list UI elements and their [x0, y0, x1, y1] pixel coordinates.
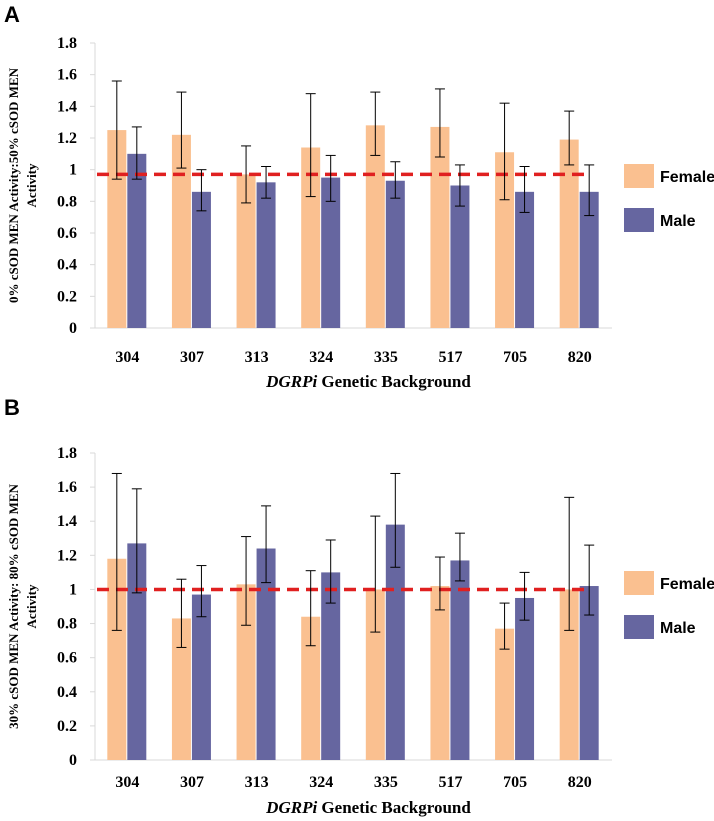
y-tick-label: 0.8: [57, 616, 77, 633]
y-tick-label: 1.4: [57, 513, 77, 530]
bar-female-313: [236, 174, 256, 328]
chart-panel-a: A 0 0.2 0.4 0.6 0.8 1 1.2 1.4 1.6 1.8 0% cSOD MEN A…: [4, 2, 714, 391]
legend-swatch-female: [624, 571, 654, 595]
legend-swatch-male: [624, 208, 654, 232]
bar-female-304: [107, 558, 127, 760]
y-tick-label: 1: [69, 581, 77, 598]
bar-female-705: [495, 152, 515, 328]
y-tick-label: 1.4: [57, 98, 77, 115]
x-tick-label: 705: [503, 349, 527, 366]
legend-swatch-female: [624, 164, 654, 188]
x-axis-label: DGRPi Genetic Background: [265, 798, 471, 817]
y-tick-label: 0.4: [57, 257, 77, 274]
y-tick-label: 1.2: [57, 130, 77, 147]
x-tick-label: 705: [503, 774, 527, 791]
x-tick-label: 517: [438, 774, 462, 791]
y-tick-label: 1: [69, 162, 77, 179]
bar-female-313: [236, 584, 256, 760]
y-tick-label: 0.2: [57, 718, 77, 735]
x-tick-label: 304: [115, 774, 139, 791]
x-tick-label: 335: [374, 349, 398, 366]
y-tick-label: 0.6: [57, 650, 77, 667]
bar-female-517: [430, 126, 450, 329]
bar-male-313: [256, 182, 276, 328]
y-tick-label: 0.8: [57, 193, 77, 210]
bar-female-820: [559, 139, 579, 328]
bar-male-820: [579, 586, 599, 760]
legend-label-female: Female: [660, 169, 714, 186]
y-axis-label: 30% cSOD MEN Activity: 80% cSOD MEN: [6, 483, 21, 728]
bar-female-705: [495, 628, 515, 760]
bar-male-820: [579, 191, 599, 328]
bar-male-705: [515, 597, 535, 760]
chart-panel-b: B 0 0.2 0.4 0.6 0.8 1 1.2 1.4 1.6 1.8 30% cSOD MEN …: [4, 395, 714, 817]
y-tick-label: 0: [69, 752, 77, 769]
x-tick-label: 313: [245, 349, 269, 366]
bar-female-307: [171, 618, 191, 760]
x-tick-label: 335: [374, 774, 398, 791]
bar-female-324: [301, 147, 321, 328]
panel-label: B: [4, 395, 20, 420]
bar-female-820: [559, 589, 579, 760]
bar-female-324: [301, 616, 321, 760]
bar-male-335: [385, 524, 405, 760]
y-axis-label-line2: Activity: [24, 163, 39, 208]
y-tick-label: 0.2: [57, 288, 77, 305]
y-tick-label: 0.6: [57, 225, 77, 242]
bar-male-517: [450, 560, 470, 760]
x-tick-label: 820: [568, 349, 592, 366]
y-tick-label: 1.8: [57, 35, 77, 52]
legend-label-male: Male: [660, 620, 696, 637]
x-tick-label: 517: [438, 349, 462, 366]
bar-male-304: [127, 153, 147, 328]
y-tick-label: 1.6: [57, 67, 77, 84]
bar-male-705: [515, 191, 535, 328]
x-tick-label: 820: [568, 774, 592, 791]
legend-swatch-male: [624, 615, 654, 639]
bar-male-307: [191, 191, 211, 328]
x-tick-label: 324: [309, 349, 333, 366]
y-axis-label: 0% cSOD MEN Activity:50% cSOD MEN: [6, 67, 21, 303]
y-tick-label: 1.2: [57, 547, 77, 564]
y-tick-label: 0: [69, 320, 77, 337]
x-axis-label: DGRPi Genetic Background: [265, 372, 471, 391]
bar-female-517: [430, 586, 450, 760]
x-tick-label: 307: [180, 349, 204, 366]
bar-male-307: [191, 594, 211, 760]
x-tick-label: 304: [115, 349, 139, 366]
legend-label-female: Female: [660, 576, 714, 593]
y-axis-label-line2: Activity: [24, 584, 39, 629]
bar-male-324: [321, 572, 341, 760]
y-tick-label: 1.8: [57, 445, 77, 462]
bar-male-324: [321, 177, 341, 328]
y-tick-label: 0.4: [57, 684, 77, 701]
bar-male-517: [450, 185, 470, 328]
x-tick-label: 307: [180, 774, 204, 791]
panel-label: A: [4, 2, 20, 27]
bar-male-313: [256, 548, 276, 760]
bar-male-304: [127, 543, 147, 760]
legend-label-male: Male: [660, 213, 696, 230]
bar-male-335: [385, 180, 405, 328]
bar-female-307: [171, 134, 191, 328]
x-tick-label: 324: [309, 774, 333, 791]
y-tick-label: 1.6: [57, 479, 77, 496]
x-tick-label: 313: [245, 774, 269, 791]
